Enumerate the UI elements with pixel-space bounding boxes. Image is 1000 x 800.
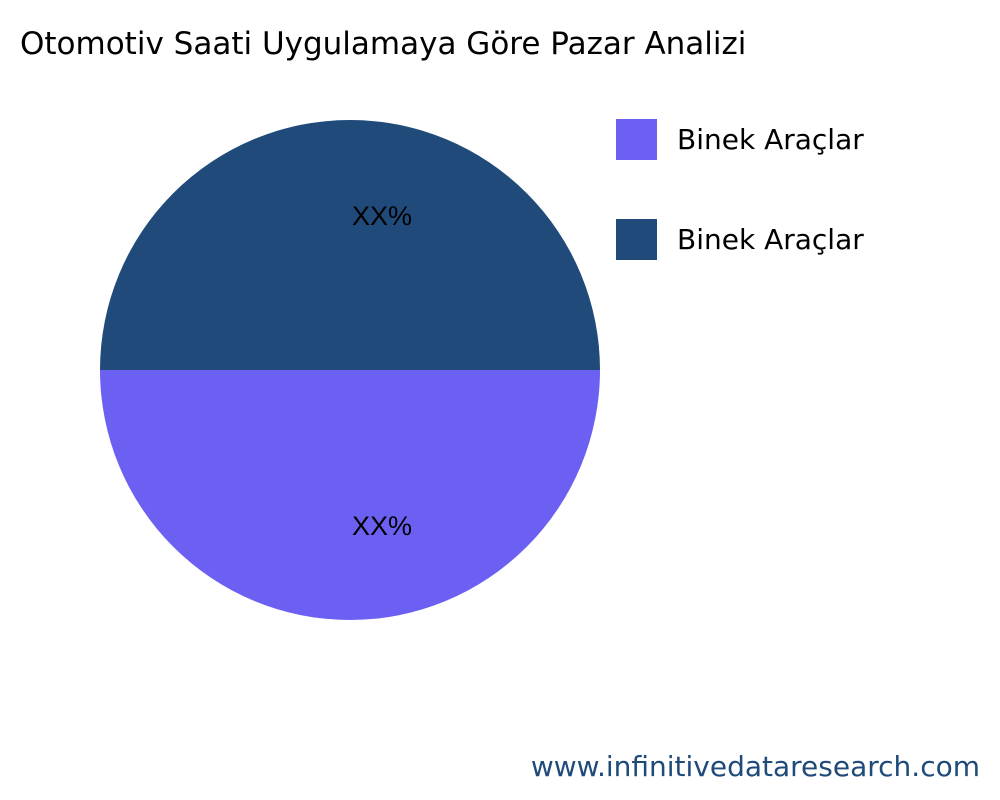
- legend-label: Binek Araçlar: [677, 223, 864, 256]
- footer-website: www.infinitivedataresearch.com: [530, 750, 980, 783]
- slice-label: XX%: [352, 511, 412, 541]
- pie-slice[interactable]: [100, 370, 600, 620]
- pie-slice[interactable]: [100, 120, 600, 370]
- legend-label: Binek Araçlar: [677, 123, 864, 156]
- legend-item[interactable]: Binek Araçlar: [616, 119, 864, 160]
- legend-swatch: [616, 219, 657, 260]
- chart-title: Otomotiv Saati Uygulamaya Göre Pazar Ana…: [20, 26, 747, 62]
- slice-label: XX%: [352, 201, 412, 231]
- legend-swatch: [616, 119, 657, 160]
- legend-item[interactable]: Binek Araçlar: [616, 219, 864, 260]
